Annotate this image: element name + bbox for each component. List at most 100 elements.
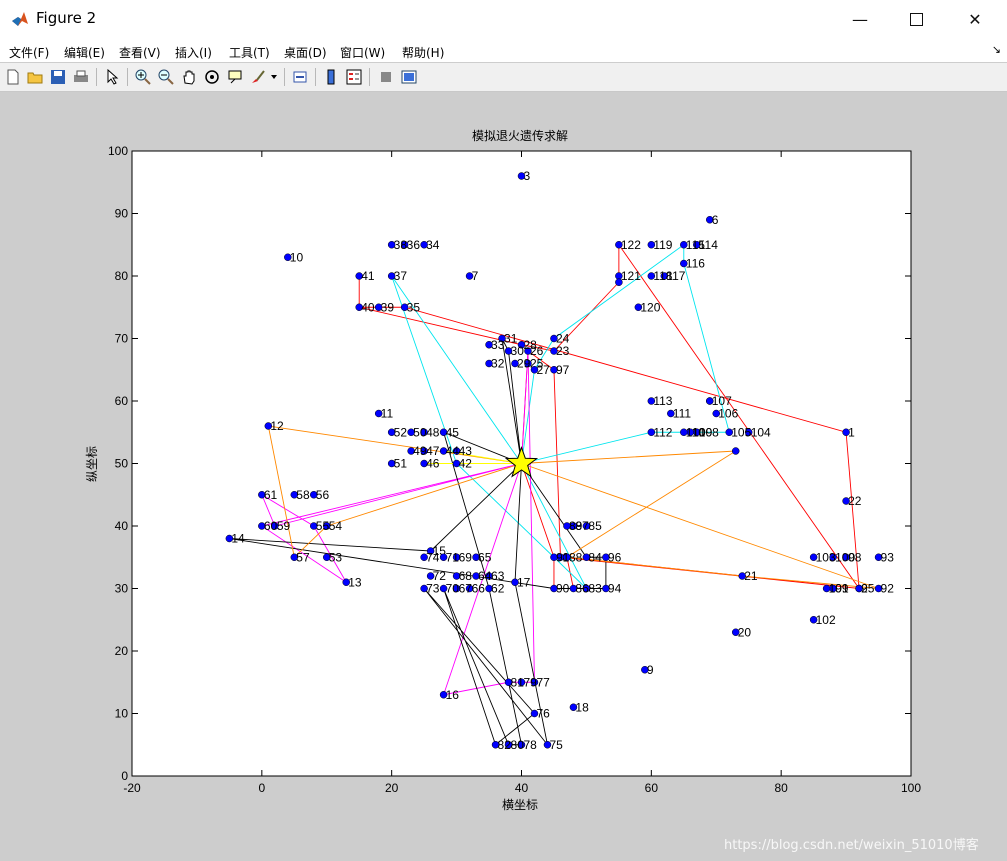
city-marker[interactable]: [731, 447, 740, 455]
city-marker[interactable]: [387, 241, 396, 249]
maximize-button[interactable]: [893, 0, 939, 38]
data-cursor-icon[interactable]: [225, 67, 245, 87]
city-marker[interactable]: [569, 703, 578, 711]
menu-desktop[interactable]: 桌面(D): [284, 46, 327, 60]
city-marker[interactable]: [744, 428, 753, 436]
city-marker[interactable]: [485, 572, 493, 580]
save-icon[interactable]: [48, 67, 68, 87]
city-marker[interactable]: [400, 303, 409, 311]
city-marker[interactable]: [647, 397, 656, 405]
minimize-button[interactable]: —: [837, 0, 883, 38]
city-marker[interactable]: [407, 447, 415, 455]
city-marker[interactable]: [511, 578, 519, 586]
city-marker[interactable]: [355, 272, 363, 280]
city-marker[interactable]: [569, 584, 578, 593]
city-marker[interactable]: [874, 553, 883, 561]
city-marker[interactable]: [550, 334, 558, 343]
city-marker[interactable]: [647, 241, 656, 249]
city-marker[interactable]: [485, 359, 493, 368]
city-marker[interactable]: [439, 447, 448, 455]
open-file-icon[interactable]: [25, 67, 45, 87]
city-marker[interactable]: [530, 678, 539, 686]
city-marker[interactable]: [420, 584, 428, 593]
city-marker[interactable]: [874, 584, 883, 593]
city-marker[interactable]: [530, 366, 539, 374]
city-marker[interactable]: [472, 572, 480, 580]
city-marker[interactable]: [452, 584, 461, 593]
city-marker[interactable]: [829, 553, 837, 561]
menu-edit[interactable]: 编辑(E): [64, 46, 105, 60]
city-marker[interactable]: [738, 572, 746, 580]
city-marker[interactable]: [647, 428, 656, 436]
city-marker[interactable]: [290, 553, 299, 561]
menu-dock-arrow-icon[interactable]: ↘: [991, 43, 1001, 56]
city-marker[interactable]: [602, 553, 610, 561]
city-marker[interactable]: [258, 522, 266, 530]
city-marker[interactable]: [550, 347, 558, 355]
city-marker[interactable]: [550, 584, 558, 593]
city-marker[interactable]: [310, 491, 318, 499]
colorbar-icon[interactable]: [321, 67, 341, 87]
city-marker[interactable]: [504, 347, 513, 355]
brush-icon[interactable]: [248, 67, 268, 87]
city-marker[interactable]: [290, 491, 299, 499]
zoom-out-icon[interactable]: [156, 67, 176, 87]
city-marker[interactable]: [420, 428, 428, 436]
city-marker[interactable]: [452, 459, 461, 468]
edit-plot-arrow-icon[interactable]: [102, 67, 122, 87]
city-marker[interactable]: [452, 553, 461, 561]
city-marker[interactable]: [400, 241, 409, 249]
city-marker[interactable]: [342, 578, 350, 586]
city-marker[interactable]: [517, 172, 526, 180]
city-marker[interactable]: [498, 334, 506, 343]
new-figure-icon[interactable]: [3, 67, 23, 87]
city-marker[interactable]: [387, 459, 396, 468]
city-marker[interactable]: [842, 553, 850, 561]
city-marker[interactable]: [842, 428, 850, 436]
city-marker[interactable]: [543, 741, 552, 749]
zoom-in-icon[interactable]: [133, 67, 153, 87]
city-marker[interactable]: [680, 428, 688, 436]
city-marker[interactable]: [323, 522, 331, 530]
hide-plot-tools-icon[interactable]: [376, 67, 396, 87]
link-plot-icon[interactable]: [290, 67, 310, 87]
menu-file[interactable]: 文件(F): [9, 46, 50, 60]
city-marker[interactable]: [706, 397, 714, 405]
city-marker[interactable]: [310, 522, 318, 530]
city-marker[interactable]: [712, 409, 720, 418]
city-marker[interactable]: [452, 572, 461, 580]
center-star-marker[interactable]: [504, 446, 539, 478]
city-marker[interactable]: [387, 428, 396, 436]
city-marker[interactable]: [426, 572, 435, 580]
city-marker[interactable]: [465, 272, 474, 280]
city-marker[interactable]: [439, 553, 448, 561]
city-marker[interactable]: [511, 359, 519, 368]
city-marker[interactable]: [615, 278, 623, 286]
menu-view[interactable]: 查看(V): [119, 46, 161, 60]
city-marker[interactable]: [420, 447, 428, 455]
city-marker[interactable]: [258, 491, 266, 499]
menu-window[interactable]: 窗口(W): [340, 46, 386, 60]
brush-dropdown-icon[interactable]: [268, 67, 280, 87]
city-marker[interactable]: [582, 553, 591, 561]
city-marker[interactable]: [374, 303, 383, 311]
city-marker[interactable]: [660, 272, 669, 280]
city-marker[interactable]: [504, 741, 513, 749]
city-marker[interactable]: [582, 584, 591, 593]
rotate-3d-icon[interactable]: [202, 67, 222, 87]
city-marker[interactable]: [563, 522, 571, 530]
city-marker[interactable]: [809, 553, 818, 561]
city-marker[interactable]: [491, 741, 500, 749]
city-marker[interactable]: [472, 553, 480, 561]
city-marker[interactable]: [725, 428, 733, 436]
city-marker[interactable]: [809, 616, 818, 624]
menu-tools[interactable]: 工具(T): [229, 46, 270, 60]
city-marker[interactable]: [420, 553, 428, 561]
city-marker[interactable]: [680, 241, 688, 249]
city-marker[interactable]: [680, 259, 688, 268]
show-plot-tools-icon[interactable]: [399, 67, 419, 87]
city-marker[interactable]: [842, 497, 850, 505]
city-marker[interactable]: [582, 522, 591, 530]
city-marker[interactable]: [530, 709, 539, 718]
city-marker[interactable]: [517, 341, 526, 349]
